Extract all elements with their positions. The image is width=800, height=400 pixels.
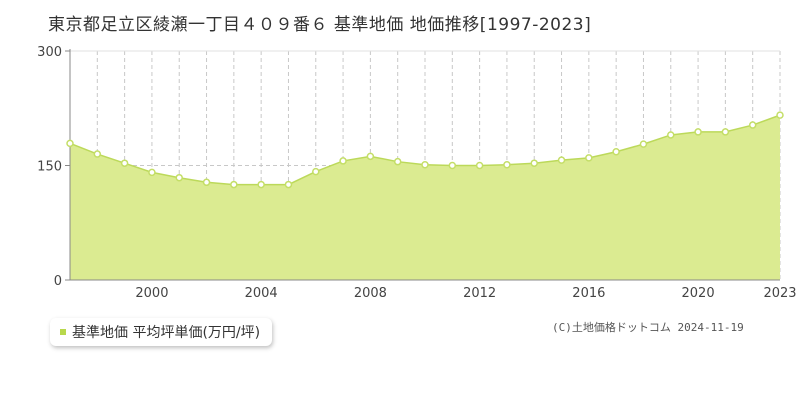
data-point	[503, 160, 511, 169]
data-point	[175, 173, 183, 182]
data-point	[93, 150, 102, 158]
x-tick-label: 2020	[682, 286, 715, 301]
data-point	[721, 128, 730, 136]
x-tick-label: 2008	[354, 286, 387, 301]
data-point	[366, 152, 375, 161]
credit-text: (C)土地価格ドットコム 2024-11-19	[552, 321, 744, 334]
series-area	[70, 115, 780, 281]
data-point	[148, 168, 156, 177]
legend: 基準地価 平均坪単価(万円/坪)	[50, 318, 273, 346]
y-tick-label: 300	[37, 45, 62, 60]
data-point	[612, 148, 620, 156]
data-point	[202, 178, 211, 187]
x-tick-label: 2012	[463, 286, 496, 301]
y-tick-label: 0	[54, 274, 62, 289]
data-point	[530, 159, 538, 167]
data-point	[475, 161, 484, 170]
data-area	[69, 114, 781, 281]
data-point	[230, 180, 238, 189]
x-tick-label: 2000	[135, 286, 168, 301]
data-point	[639, 140, 648, 148]
data-points	[66, 111, 784, 189]
y-axis-ticks: 0 150 300	[37, 45, 70, 289]
x-tick-label: 2023	[763, 286, 796, 301]
x-tick-label: 2004	[245, 286, 278, 301]
data-point	[284, 180, 293, 189]
data-point	[312, 167, 320, 176]
data-point	[694, 128, 702, 136]
axes	[69, 49, 780, 281]
data-point	[421, 160, 429, 169]
data-point	[257, 180, 265, 189]
legend-label: 基準地価 平均坪単価(万円/坪)	[72, 325, 261, 341]
data-point	[66, 139, 74, 148]
data-point	[748, 121, 757, 129]
data-point	[585, 154, 593, 162]
legend-marker	[60, 329, 66, 335]
x-tick-label: 2016	[572, 286, 605, 301]
data-point	[667, 131, 675, 139]
data-point	[557, 156, 566, 164]
y-tick-label: 150	[37, 160, 62, 175]
data-point	[339, 157, 347, 165]
data-point	[120, 159, 129, 167]
data-point	[393, 157, 402, 166]
chart-title: 東京都足立区綾瀬一丁目４０９番６ 基準地価 地価推移[1997-2023]	[48, 15, 592, 35]
data-point	[776, 111, 784, 119]
x-axis-ticks: 2000 2004 2008 2012 2016 2020 2023	[135, 286, 796, 301]
data-point	[448, 161, 457, 170]
